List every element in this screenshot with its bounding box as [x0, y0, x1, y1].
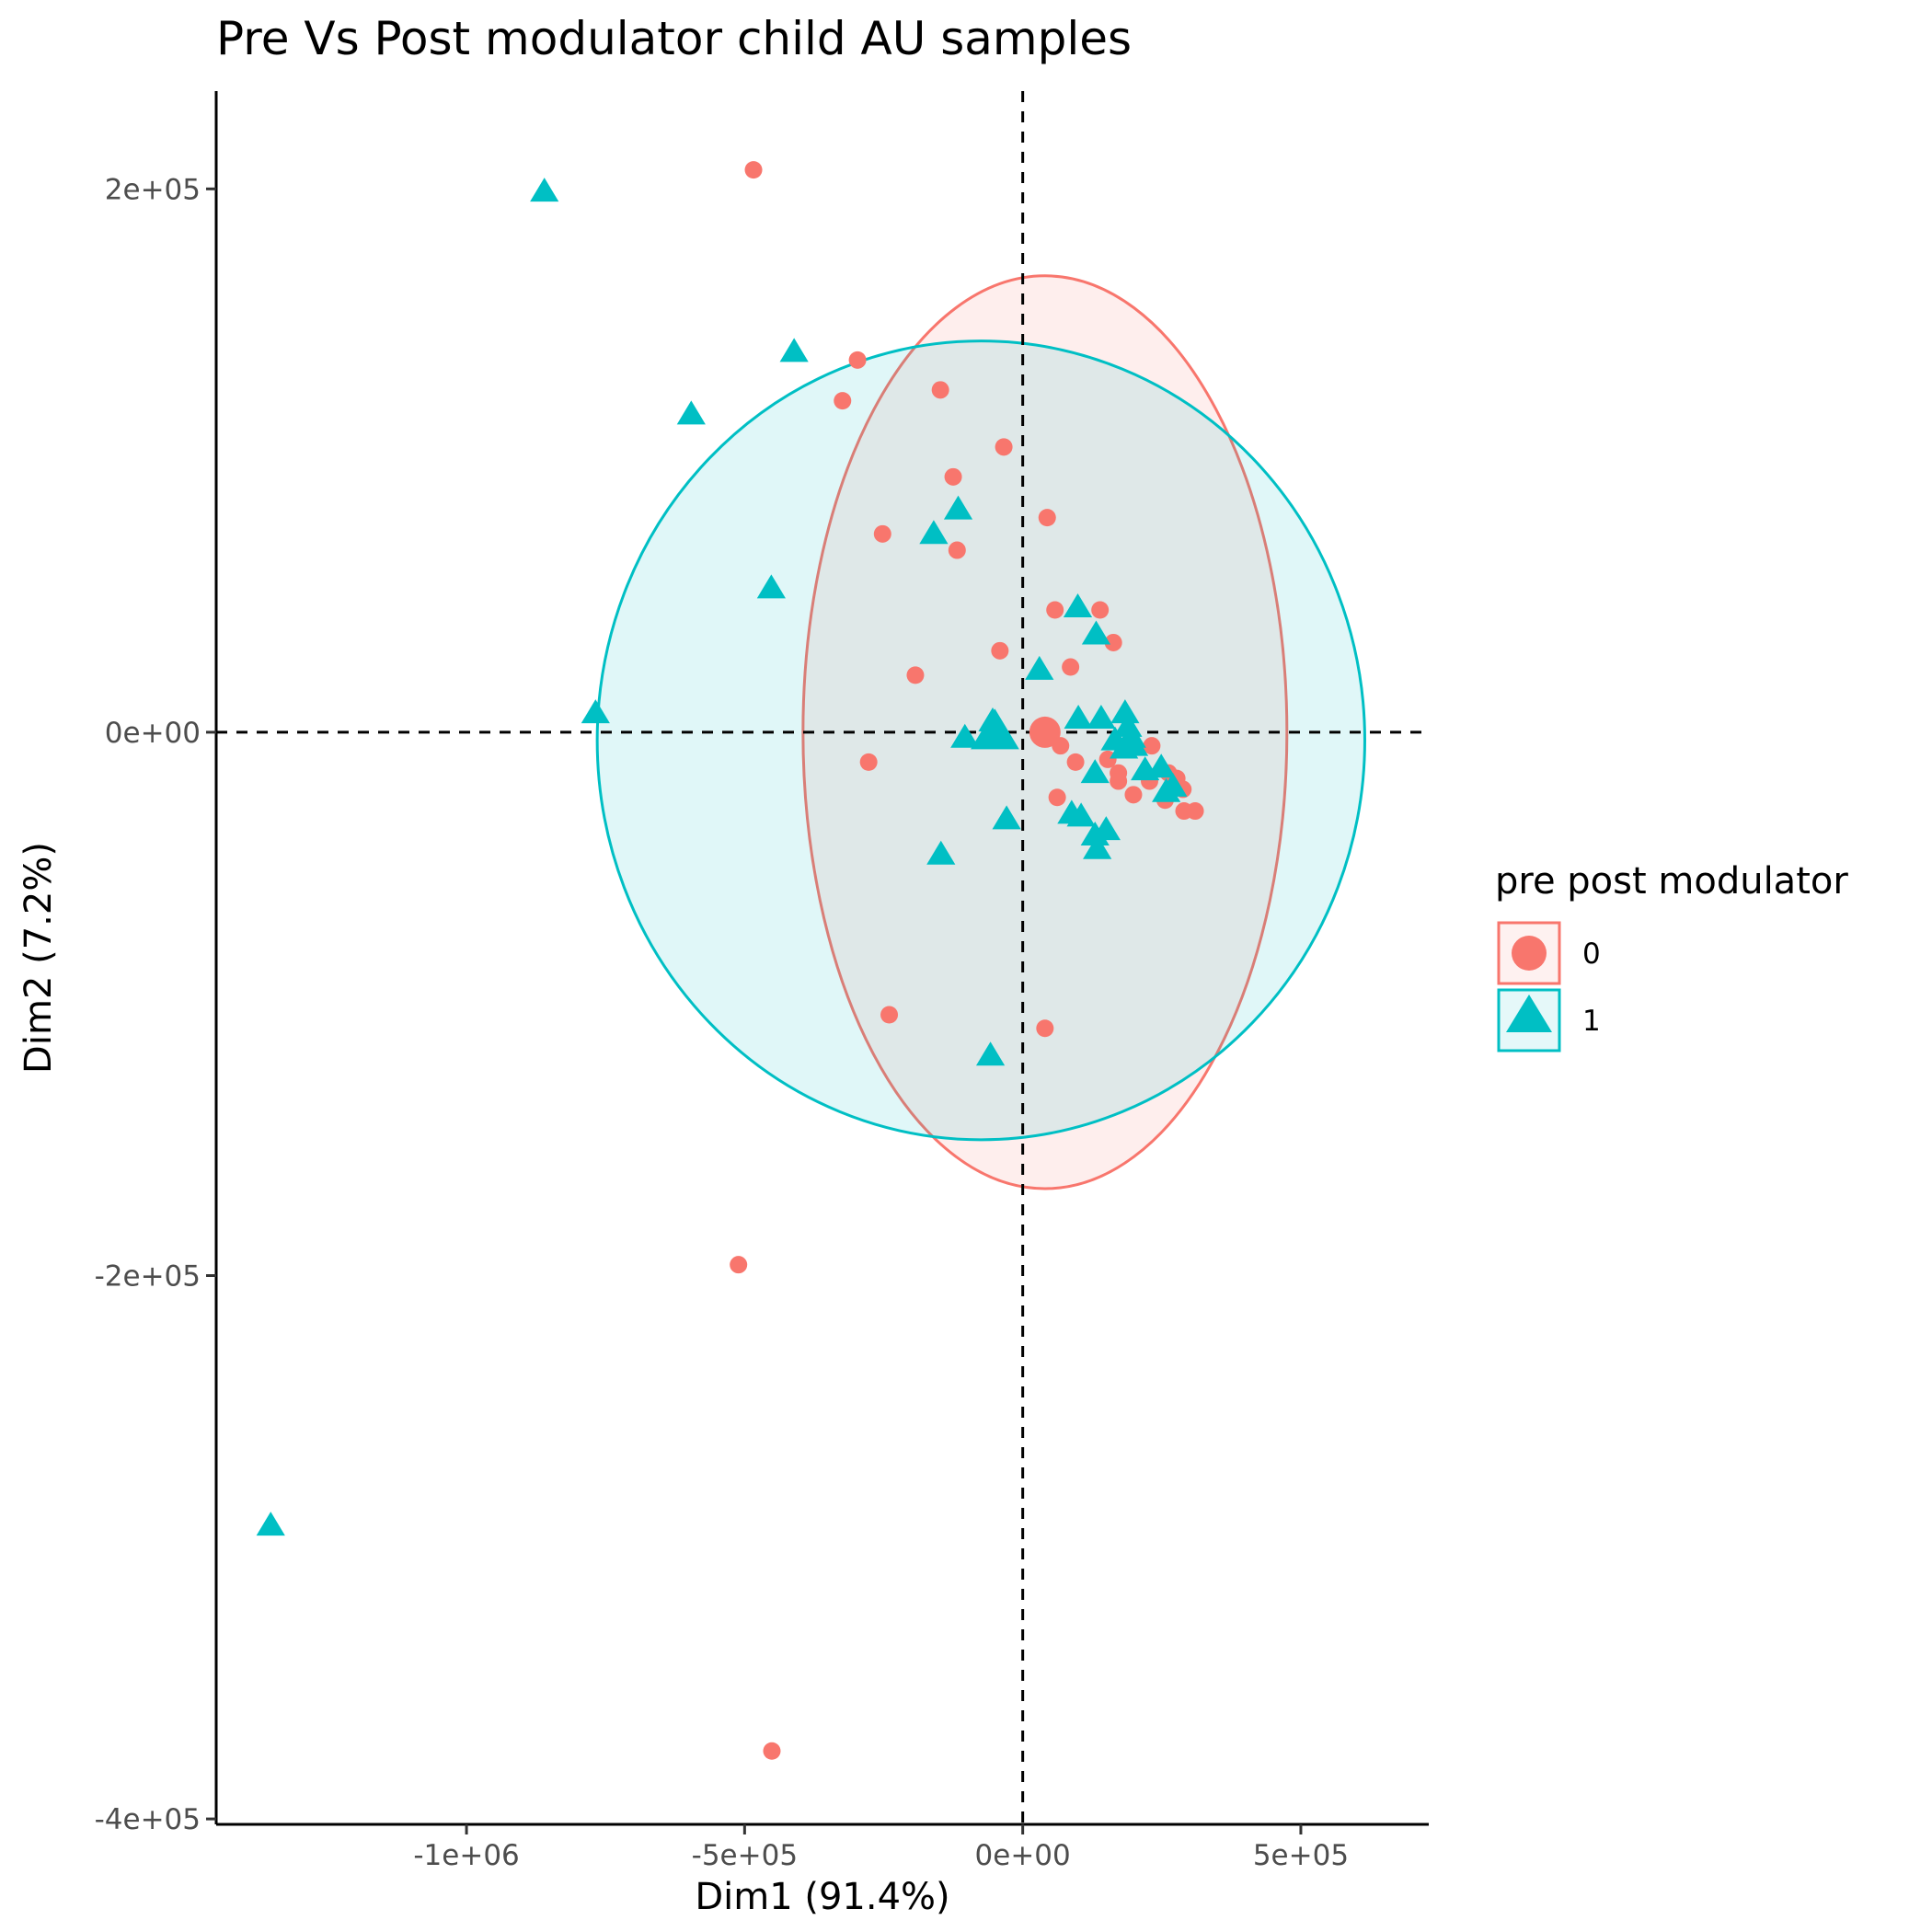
point-series-1: [1119, 731, 1149, 756]
x-tick-label: -5e+05: [692, 1839, 798, 1872]
chart-title: Pre Vs Post modulator child AU samples: [216, 12, 1132, 65]
axes: [214, 91, 1429, 1826]
data-points: [256, 161, 1204, 1760]
legend: pre post modulator 0 1: [1495, 860, 1848, 1052]
point-series-1: [1025, 655, 1054, 680]
x-tick-label: 5e+05: [1253, 1839, 1349, 1872]
y-tick-label: -4e+05: [95, 1803, 201, 1836]
legend-item-1: 1: [1497, 988, 1601, 1052]
point-series-1: [256, 1512, 285, 1536]
legend-item-0: 0: [1497, 921, 1601, 985]
point-series-1: [1080, 759, 1110, 784]
legend-circle-icon: [1512, 936, 1547, 971]
legend-triangle-icon: [1506, 995, 1552, 1032]
point-series-1: [779, 338, 809, 362]
centroid-series-1: [971, 708, 1019, 750]
point-series-0: [1062, 658, 1080, 676]
point-series-1: [943, 495, 973, 520]
point-series-0: [1186, 802, 1204, 821]
legend-title: pre post modulator: [1495, 860, 1848, 903]
point-series-0: [1046, 601, 1064, 619]
reference-lines: [216, 91, 1429, 1824]
point-series-0: [995, 438, 1013, 456]
point-series-0: [906, 666, 925, 684]
point-series-0: [1066, 753, 1085, 771]
point-series-0: [1091, 601, 1110, 619]
point-series-1: [1158, 772, 1188, 797]
point-series-1: [1146, 753, 1176, 778]
point-series-1: [1110, 699, 1140, 724]
y-axis-title: Dim2 (7.2%): [17, 842, 60, 1074]
point-series-1: [581, 699, 610, 724]
point-series-0: [1104, 633, 1122, 651]
point-series-1: [1064, 705, 1093, 730]
point-series-1: [975, 1041, 1006, 1066]
point-series-0: [834, 392, 852, 410]
legend-label-1: 1: [1582, 1005, 1601, 1038]
point-series-0: [763, 1742, 781, 1760]
point-series-0: [744, 161, 763, 179]
y-axis-ticks: 2e+05 0e+00 -2e+05 -4e+05: [95, 173, 216, 1836]
x-axis-ticks: -1e+06 -5e+05 0e+00 5e+05: [413, 1824, 1349, 1872]
point-series-1: [756, 574, 786, 599]
point-series-0: [948, 541, 966, 559]
x-tick-label: -1e+06: [413, 1839, 519, 1872]
point-series-0: [991, 641, 1009, 660]
point-series-1: [919, 520, 949, 545]
point-series-1: [1081, 620, 1111, 645]
point-series-1: [1091, 816, 1121, 841]
point-series-1: [676, 400, 706, 425]
point-series-0: [1038, 509, 1056, 527]
y-tick-label: 2e+05: [105, 173, 201, 206]
point-series-0: [1036, 1019, 1054, 1038]
x-axis-title: Dim1 (91.4%): [695, 1876, 949, 1918]
point-series-1: [926, 840, 956, 865]
point-series-0: [873, 524, 891, 543]
y-tick-label: 0e+00: [105, 717, 201, 750]
point-series-0: [859, 753, 878, 771]
point-series-1: [1083, 834, 1112, 859]
point-series-1: [1066, 802, 1096, 827]
legend-label-0: 0: [1582, 937, 1601, 971]
point-series-0: [1124, 786, 1143, 804]
centroid-series-0: [1029, 716, 1061, 748]
point-series-1: [530, 178, 559, 202]
y-tick-label: -2e+05: [95, 1259, 201, 1293]
point-series-0: [1110, 772, 1128, 790]
point-series-1: [1063, 592, 1093, 617]
point-series-0: [880, 1006, 899, 1024]
point-series-0: [944, 467, 962, 486]
x-tick-label: 0e+00: [975, 1839, 1071, 1872]
point-series-0: [1048, 788, 1066, 807]
point-series-0: [931, 381, 949, 399]
point-series-0: [848, 351, 867, 369]
point-series-1: [950, 723, 980, 748]
point-series-0: [1143, 737, 1161, 755]
point-series-1: [1087, 705, 1116, 730]
point-series-1: [992, 805, 1021, 830]
point-series-0: [730, 1256, 748, 1274]
